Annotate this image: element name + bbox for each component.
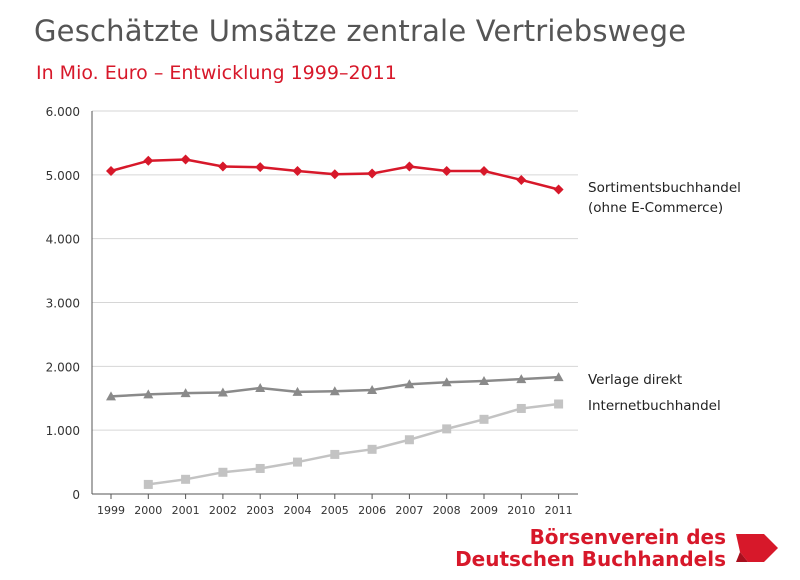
x-tick-label: 2002 bbox=[209, 504, 237, 517]
data-point-diamond bbox=[404, 161, 415, 172]
publisher-logo: Börsenverein des Deutschen Buchhandels bbox=[455, 526, 780, 570]
data-point-square bbox=[181, 474, 191, 484]
x-tick-label: 2010 bbox=[507, 504, 535, 517]
y-tick-label: 4.000 bbox=[46, 233, 80, 247]
data-point-triangle bbox=[404, 379, 415, 389]
data-point-triangle bbox=[441, 377, 452, 387]
x-tick-label: 1999 bbox=[97, 504, 125, 517]
y-tick-label: 3.000 bbox=[46, 297, 80, 311]
series-label: Verlage direkt bbox=[588, 372, 682, 388]
data-point-diamond bbox=[292, 166, 303, 177]
logo-text: Börsenverein des Deutschen Buchhandels bbox=[455, 526, 726, 570]
data-point-triangle bbox=[329, 386, 340, 396]
data-point-square bbox=[367, 444, 377, 454]
data-point-square bbox=[255, 463, 265, 473]
series-label: Internetbuchhandel bbox=[588, 398, 721, 414]
data-point-square bbox=[218, 467, 228, 477]
data-point-triangle bbox=[180, 388, 191, 398]
chart-title: Geschätzte Umsätze zentrale Vertriebsweg… bbox=[34, 14, 687, 48]
y-tick-label: 6.000 bbox=[46, 105, 80, 119]
x-tick-label: 2009 bbox=[470, 504, 498, 517]
x-tick-label: 2008 bbox=[433, 504, 461, 517]
x-tick-label: 2006 bbox=[358, 504, 386, 517]
data-point-triangle bbox=[479, 376, 489, 386]
data-point-square bbox=[554, 399, 564, 409]
data-point-diamond bbox=[255, 162, 266, 173]
logo-mark-icon bbox=[736, 534, 778, 562]
x-tick-label: 2005 bbox=[321, 504, 349, 517]
data-point-diamond bbox=[553, 184, 564, 195]
x-tick-label: 2000 bbox=[134, 504, 162, 517]
data-point-square bbox=[143, 479, 153, 489]
data-point-square bbox=[442, 424, 452, 434]
x-tick-label: 2003 bbox=[246, 504, 274, 517]
series-line bbox=[148, 402, 559, 486]
data-point-diamond bbox=[441, 166, 452, 177]
data-point-square bbox=[293, 457, 302, 467]
y-tick-label: 5.000 bbox=[46, 169, 80, 183]
data-point-diamond bbox=[479, 166, 489, 177]
y-tick-label: 2.000 bbox=[46, 360, 80, 374]
chart-subtitle: In Mio. Euro – Entwicklung 1999–2011 bbox=[36, 62, 397, 84]
series-label: Sortimentsbuchhandel bbox=[588, 180, 741, 196]
logo-line-1: Börsenverein des bbox=[529, 525, 726, 549]
data-point-diamond bbox=[367, 168, 378, 179]
data-point-diamond bbox=[143, 155, 154, 166]
data-point-diamond bbox=[329, 169, 340, 180]
data-point-triangle bbox=[367, 384, 378, 394]
data-point-square bbox=[404, 435, 414, 445]
data-point-diamond bbox=[106, 166, 116, 177]
x-tick-label: 2001 bbox=[172, 504, 200, 517]
data-point-triangle bbox=[292, 386, 303, 396]
data-point-diamond bbox=[217, 161, 228, 172]
data-point-square bbox=[516, 403, 526, 413]
x-tick-label: 2011 bbox=[545, 504, 573, 517]
data-point-square bbox=[330, 449, 340, 459]
data-point-square bbox=[479, 414, 489, 424]
data-point-triangle bbox=[143, 389, 154, 399]
data-point-triangle bbox=[217, 387, 228, 397]
data-point-triangle bbox=[255, 383, 266, 393]
data-point-triangle bbox=[553, 372, 564, 382]
logo-line-2: Deutschen Buchhandels bbox=[455, 547, 726, 571]
series-label: (ohne E-Commerce) bbox=[588, 200, 723, 216]
data-point-triangle bbox=[106, 391, 116, 401]
data-point-triangle bbox=[516, 374, 527, 384]
y-tick-label: 1.000 bbox=[46, 424, 80, 438]
x-tick-label: 2007 bbox=[395, 504, 423, 517]
x-tick-label: 2004 bbox=[284, 504, 312, 517]
data-point-diamond bbox=[516, 174, 527, 185]
data-point-diamond bbox=[180, 154, 191, 165]
y-tick-label: 0 bbox=[72, 488, 80, 502]
